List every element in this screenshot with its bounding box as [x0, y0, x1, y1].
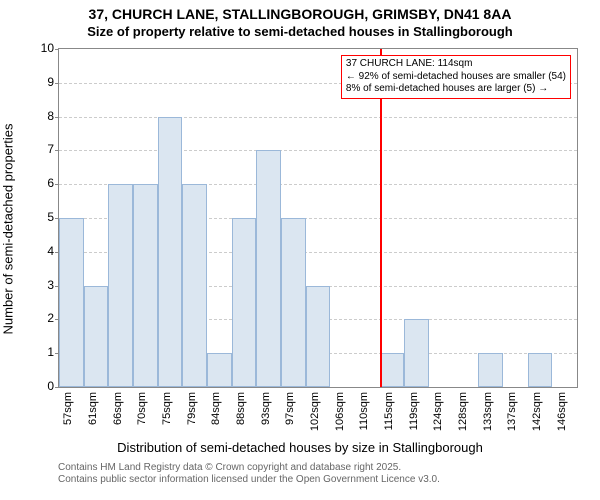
y-axis-label: Number of semi-detached properties	[1, 124, 16, 335]
y-tick-mark	[55, 117, 59, 118]
y-tick-label: 3	[34, 278, 54, 292]
marker-line	[380, 49, 382, 387]
annotation-line3: 8% of semi-detached houses are larger (5…	[346, 83, 566, 96]
annotation-line1: 37 CHURCH LANE: 114sqm	[346, 58, 566, 71]
footer-text: Contains HM Land Registry data © Crown c…	[58, 462, 440, 486]
y-tick-mark	[55, 49, 59, 50]
histogram-bar	[404, 319, 429, 387]
grid-line	[59, 150, 577, 152]
histogram-bar	[380, 353, 405, 387]
histogram-bar	[207, 353, 232, 387]
title-main: 37, CHURCH LANE, STALLINGBOROUGH, GRIMSB…	[0, 0, 600, 22]
x-axis-label: Distribution of semi-detached houses by …	[0, 440, 600, 455]
y-tick-label: 0	[34, 379, 54, 393]
title-sub: Size of property relative to semi-detach…	[0, 22, 600, 39]
y-tick-label: 8	[34, 109, 54, 123]
histogram-bar	[158, 117, 183, 387]
histogram-bar	[256, 150, 281, 387]
annotation-line2: ← 92% of semi-detached houses are smalle…	[346, 71, 566, 84]
histogram-bar	[306, 286, 331, 387]
y-tick-label: 7	[34, 142, 54, 156]
y-tick-mark	[55, 150, 59, 151]
footer-line1: Contains HM Land Registry data © Crown c…	[58, 462, 440, 474]
histogram-bar	[84, 286, 109, 387]
y-tick-mark	[55, 83, 59, 84]
histogram-bar	[478, 353, 503, 387]
histogram-bar	[108, 184, 133, 387]
y-tick-label: 6	[34, 176, 54, 190]
y-tick-label: 10	[34, 41, 54, 55]
y-tick-label: 1	[34, 345, 54, 359]
y-tick-label: 5	[34, 210, 54, 224]
footer-line2: Contains public sector information licen…	[58, 474, 440, 486]
histogram-bar	[232, 218, 257, 387]
histogram-bar	[133, 184, 158, 387]
annotation-box: 37 CHURCH LANE: 114sqm ← 92% of semi-det…	[341, 55, 571, 99]
histogram-bar	[281, 218, 306, 387]
grid-line	[59, 117, 577, 119]
y-tick-mark	[55, 387, 59, 388]
y-tick-label: 2	[34, 311, 54, 325]
y-tick-label: 4	[34, 244, 54, 258]
chart-container: 37, CHURCH LANE, STALLINGBOROUGH, GRIMSB…	[0, 0, 600, 500]
histogram-bar	[59, 218, 84, 387]
histogram-bar	[528, 353, 553, 387]
y-tick-mark	[55, 184, 59, 185]
plot-area: 37 CHURCH LANE: 114sqm ← 92% of semi-det…	[58, 48, 578, 388]
histogram-bar	[182, 184, 207, 387]
y-tick-label: 9	[34, 75, 54, 89]
